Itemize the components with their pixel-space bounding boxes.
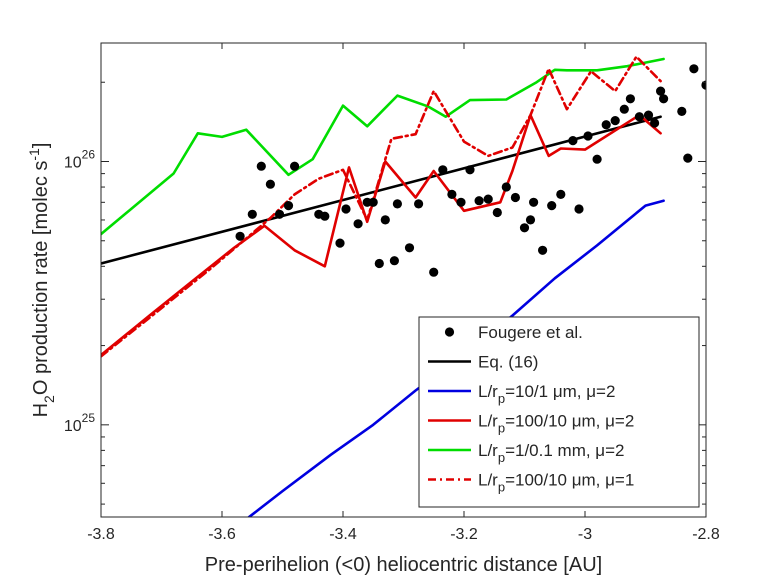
data-point xyxy=(404,243,415,253)
data-point xyxy=(525,215,536,225)
data-point xyxy=(429,267,439,277)
data-point xyxy=(265,179,275,189)
data-point xyxy=(689,64,699,74)
data-point xyxy=(519,223,530,233)
data-point xyxy=(492,207,502,218)
data-point xyxy=(456,197,466,207)
legend-label: Fougere et al. xyxy=(478,323,583,342)
data-point xyxy=(256,161,266,171)
legend-entry: L/rp=100/10 μm, μ=1 xyxy=(428,471,634,495)
data-point xyxy=(235,231,245,241)
legend-entry: L/rp=100/10 μm, μ=2 xyxy=(428,412,634,436)
legend-entry: L/rp=1/0.1 mm, μ=2 xyxy=(428,441,625,465)
data-point xyxy=(656,86,666,96)
ticks-layer: -3.8 -3.6 -3.4 -3.2 -3 -2.8 1025 1026 xyxy=(64,43,720,543)
data-point xyxy=(556,189,566,199)
data-point xyxy=(392,199,402,209)
data-point xyxy=(683,153,693,163)
data-point xyxy=(538,245,548,255)
data-point xyxy=(634,112,645,122)
legend-entry: Fougere et al. xyxy=(444,323,583,342)
x-axis-label: Pre-perihelion (<0) heliocentric distanc… xyxy=(205,554,602,576)
legend-entry: Eq. (16) xyxy=(428,353,538,372)
data-point xyxy=(619,104,629,114)
data-point xyxy=(447,189,457,199)
data-point xyxy=(290,161,300,171)
axes-box xyxy=(100,42,707,518)
data-point xyxy=(341,204,351,214)
data-point xyxy=(414,199,424,209)
data-point xyxy=(380,215,390,225)
data-point xyxy=(368,197,378,207)
legend-label: L/rp=10/1 μm, μ=2 xyxy=(478,382,615,406)
x-tick-label: -3 xyxy=(578,526,592,543)
legend-entry: L/rp=10/1 μm, μ=2 xyxy=(428,382,615,406)
legend-label: L/rp=100/10 μm, μ=1 xyxy=(478,471,634,495)
data-point xyxy=(659,94,669,104)
data-point xyxy=(701,80,706,90)
y-tick-label: 1025 xyxy=(64,411,95,435)
y-axis-label-superscript: -1 xyxy=(26,148,42,161)
data-point xyxy=(353,219,363,229)
data-point xyxy=(625,94,636,104)
x-tick-label: -3.4 xyxy=(329,526,357,543)
x-tick-label: -2.8 xyxy=(692,526,720,543)
data-point xyxy=(320,211,330,221)
series-line-4 xyxy=(101,57,665,236)
data-point xyxy=(483,194,493,204)
series-line-1 xyxy=(101,115,662,265)
data-point xyxy=(568,136,578,146)
data-point xyxy=(465,165,475,175)
data-point xyxy=(592,154,602,164)
data-point xyxy=(283,201,294,211)
data-point xyxy=(583,131,593,141)
x-tick-label: -3.8 xyxy=(87,526,115,543)
y-tick-label: 1026 xyxy=(64,148,95,172)
y-axis-label: H2O production rate [molec s-1] xyxy=(26,143,57,418)
legend-label: L/rp=1/0.1 mm, μ=2 xyxy=(478,441,625,465)
data-point xyxy=(501,182,511,192)
data-point xyxy=(389,256,399,266)
data-point xyxy=(510,192,520,203)
y-axis-label-subscript: 2 xyxy=(41,395,57,403)
data-point xyxy=(247,209,257,219)
data-point xyxy=(374,258,384,269)
data-point xyxy=(335,238,345,248)
x-tick-label: -3.2 xyxy=(450,526,478,543)
data-point xyxy=(274,209,285,219)
data-point xyxy=(610,116,620,126)
legend: Fougere et al. Eq. (16) L/rp=10/1 μm, μ=2 L… xyxy=(418,316,700,508)
data-point xyxy=(601,120,611,130)
data-point xyxy=(574,204,584,214)
data-point xyxy=(529,197,539,207)
legend-box xyxy=(418,316,700,508)
data-point xyxy=(547,201,557,211)
data-point xyxy=(438,165,448,175)
data-point xyxy=(643,110,654,120)
legend-marker xyxy=(444,327,455,337)
x-tick-label: -3.6 xyxy=(208,526,236,543)
data-point xyxy=(677,106,687,116)
data-point xyxy=(650,118,660,128)
legend-label: L/rp=100/10 μm, μ=2 xyxy=(478,412,634,436)
data-point xyxy=(474,196,484,206)
legend-label: Eq. (16) xyxy=(478,353,538,372)
